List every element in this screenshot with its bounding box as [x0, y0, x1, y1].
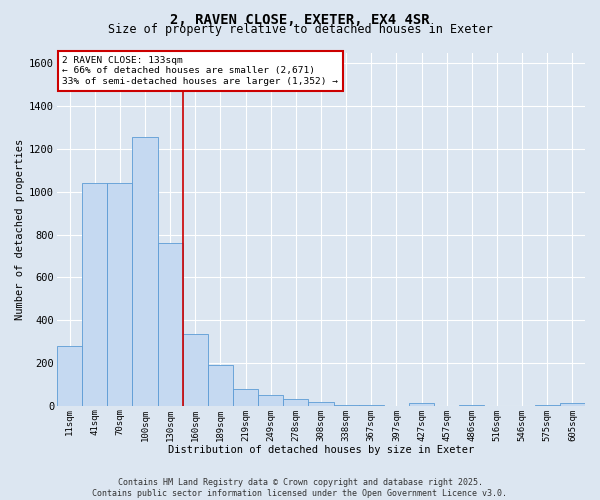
- Bar: [233, 388, 258, 406]
- Text: Size of property relative to detached houses in Exeter: Size of property relative to detached ho…: [107, 22, 493, 36]
- Bar: [535, 404, 560, 406]
- Bar: [82, 183, 107, 406]
- Bar: [359, 404, 384, 406]
- Bar: [459, 404, 484, 406]
- Bar: [334, 404, 359, 406]
- X-axis label: Distribution of detached houses by size in Exeter: Distribution of detached houses by size …: [168, 445, 474, 455]
- Bar: [283, 400, 308, 406]
- Text: 2 RAVEN CLOSE: 133sqm
← 66% of detached houses are smaller (2,671)
33% of semi-d: 2 RAVEN CLOSE: 133sqm ← 66% of detached …: [62, 56, 338, 86]
- Y-axis label: Number of detached properties: Number of detached properties: [15, 138, 25, 320]
- Bar: [182, 334, 208, 406]
- Text: 2, RAVEN CLOSE, EXETER, EX4 4SR: 2, RAVEN CLOSE, EXETER, EX4 4SR: [170, 12, 430, 26]
- Bar: [409, 402, 434, 406]
- Bar: [57, 346, 82, 406]
- Text: Contains HM Land Registry data © Crown copyright and database right 2025.
Contai: Contains HM Land Registry data © Crown c…: [92, 478, 508, 498]
- Bar: [560, 402, 585, 406]
- Bar: [258, 395, 283, 406]
- Bar: [107, 183, 133, 406]
- Bar: [308, 402, 334, 406]
- Bar: [158, 243, 182, 406]
- Bar: [208, 365, 233, 406]
- Bar: [133, 137, 158, 406]
